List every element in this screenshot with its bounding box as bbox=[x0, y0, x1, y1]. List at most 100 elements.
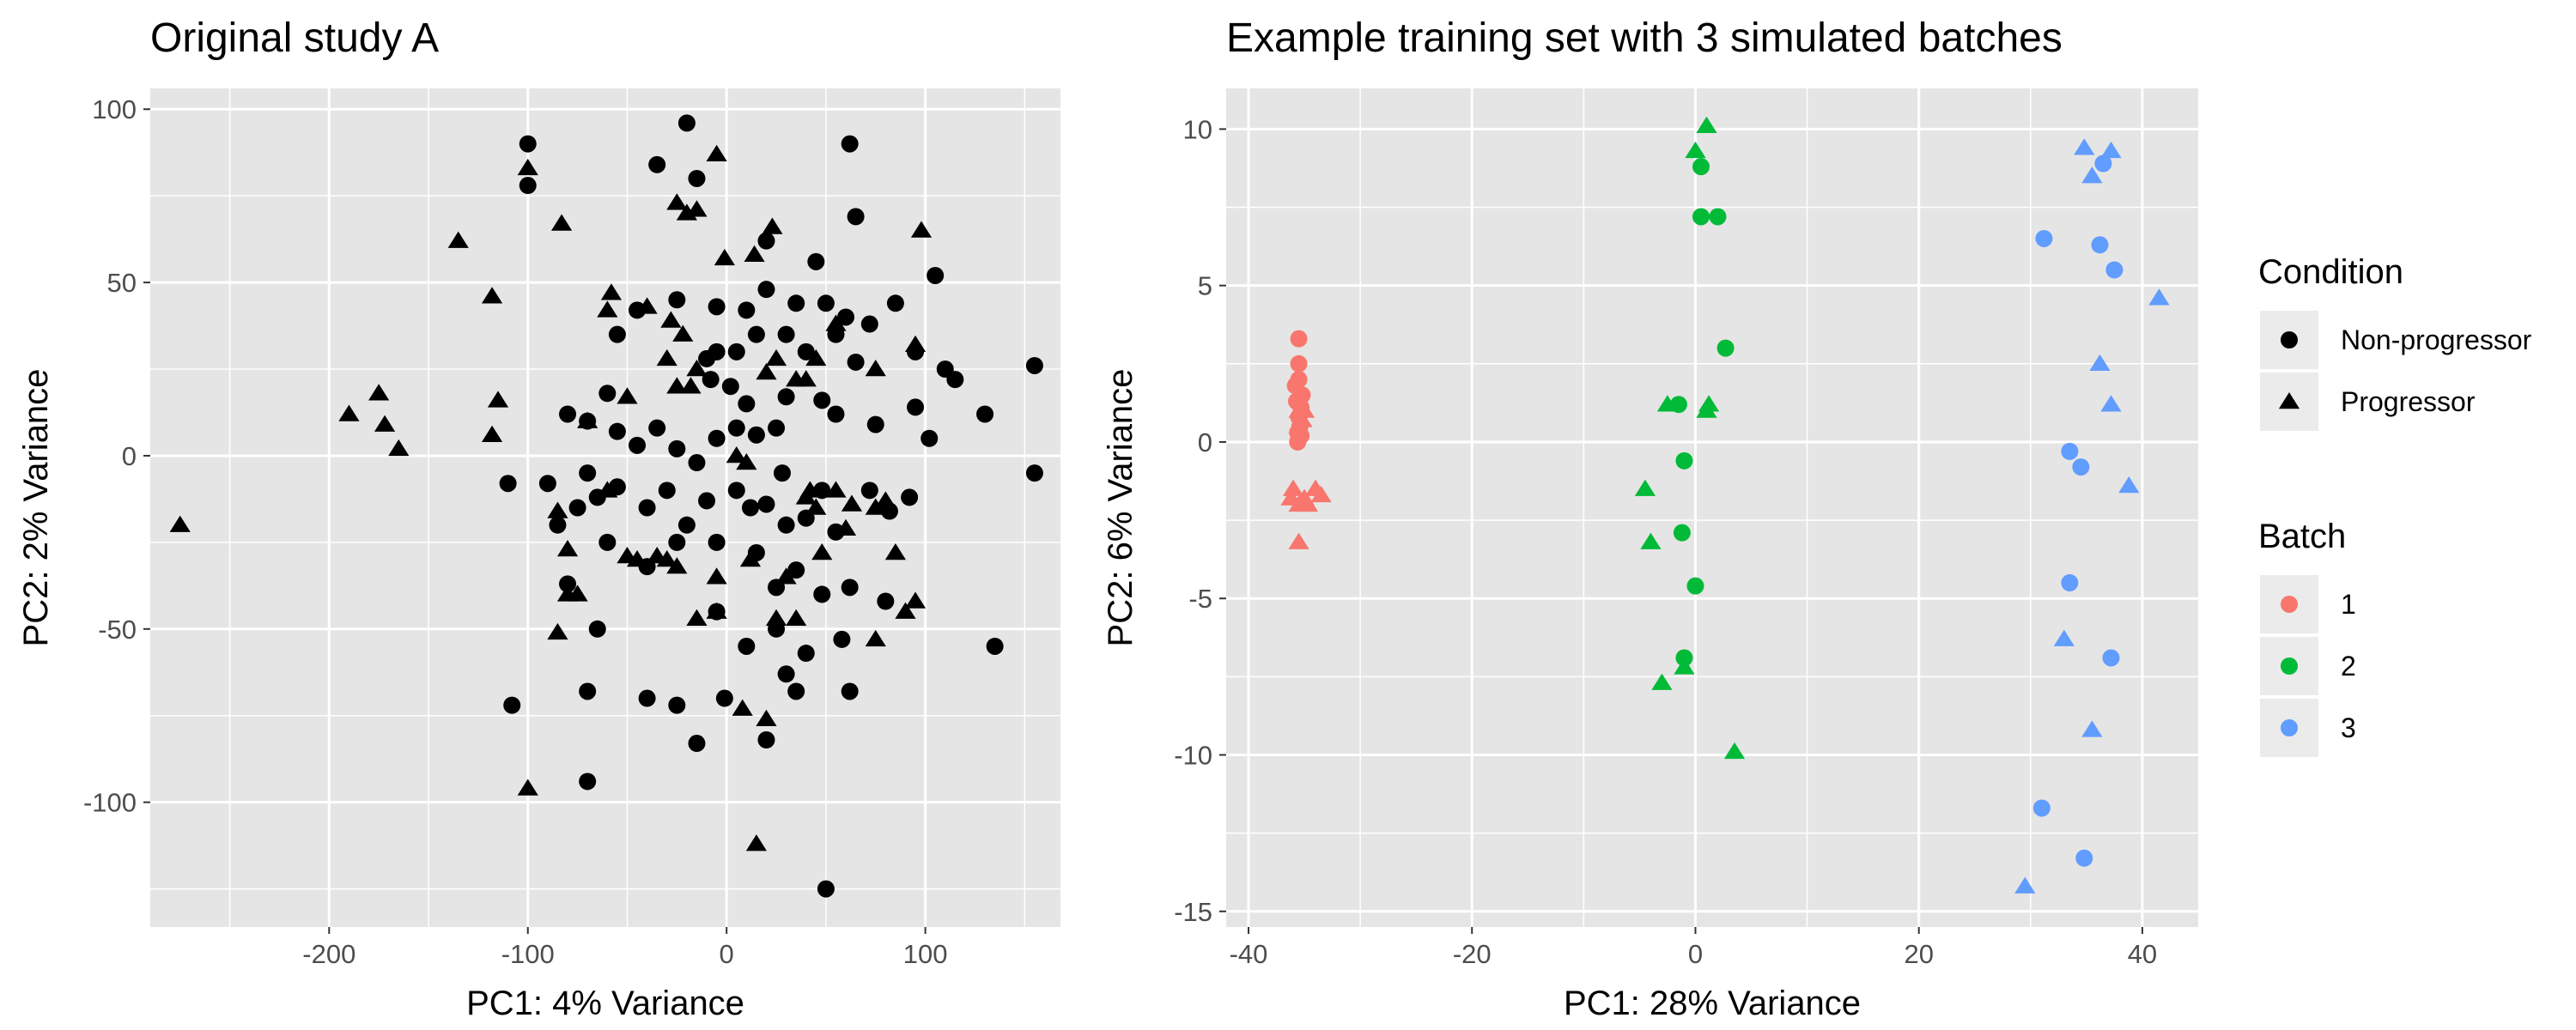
data-point bbox=[1025, 464, 1043, 482]
data-point bbox=[708, 429, 726, 447]
data-point bbox=[775, 567, 797, 585]
data-point bbox=[556, 539, 579, 557]
data-point bbox=[1634, 479, 1656, 496]
data-point bbox=[2072, 458, 2090, 476]
data-point bbox=[1692, 208, 1710, 226]
legend-key-symbol bbox=[2278, 392, 2300, 409]
chart-title: Original study A bbox=[150, 15, 439, 61]
data-point bbox=[597, 481, 618, 498]
data-point bbox=[2061, 573, 2079, 591]
data-point bbox=[1288, 416, 1309, 433]
data-point bbox=[519, 135, 537, 153]
x-tick-label: 0 bbox=[1688, 939, 1703, 969]
data-point bbox=[841, 135, 859, 153]
data-point bbox=[865, 629, 886, 647]
data-point bbox=[721, 378, 739, 396]
data-point bbox=[757, 495, 775, 513]
data-point bbox=[756, 709, 777, 727]
data-point bbox=[600, 283, 623, 300]
panel-2: -40 -20 0 20 40 -15 -10 -5 0 5 10 Example training … bbox=[1102, 15, 2198, 1022]
data-point bbox=[727, 482, 745, 500]
data-point bbox=[2094, 154, 2112, 173]
legend-label: 3 bbox=[2341, 712, 2356, 743]
data-point bbox=[556, 585, 579, 602]
data-point bbox=[547, 622, 568, 640]
y-tick-label: -100 bbox=[83, 788, 137, 818]
data-point bbox=[786, 609, 807, 626]
data-point bbox=[706, 144, 727, 161]
data-point bbox=[756, 363, 777, 380]
data-point bbox=[2091, 236, 2109, 254]
data-point bbox=[1290, 330, 1308, 348]
series-5 bbox=[2032, 154, 2123, 867]
data-point bbox=[907, 398, 925, 416]
data-point bbox=[904, 335, 927, 353]
data-point bbox=[813, 585, 831, 603]
data-point bbox=[668, 291, 686, 309]
legend-label: 2 bbox=[2341, 651, 2356, 682]
data-point bbox=[1289, 433, 1307, 451]
data-point bbox=[656, 348, 677, 367]
y-tick-label: -5 bbox=[1188, 584, 1212, 614]
data-point bbox=[762, 217, 783, 234]
data-point bbox=[895, 602, 916, 619]
data-point bbox=[1675, 451, 1693, 470]
data-point bbox=[946, 371, 964, 389]
data-point bbox=[169, 515, 191, 532]
data-point bbox=[1716, 339, 1735, 357]
data-point bbox=[568, 499, 586, 517]
data-point bbox=[626, 550, 648, 567]
chart-title: Example training set with 3 simulated ba… bbox=[1226, 15, 2063, 61]
data-point bbox=[835, 518, 857, 536]
data-point bbox=[688, 735, 706, 753]
data-point bbox=[668, 533, 686, 551]
plot-panel bbox=[1226, 88, 2198, 927]
data-point bbox=[886, 294, 904, 312]
series-1 bbox=[499, 114, 1043, 898]
data-point bbox=[773, 464, 791, 482]
data-point bbox=[986, 637, 1004, 655]
x-tick-label: -40 bbox=[1230, 939, 1268, 969]
data-point bbox=[598, 385, 617, 403]
data-point bbox=[865, 360, 886, 377]
data-point bbox=[884, 542, 907, 560]
data-point bbox=[2118, 476, 2140, 494]
data-point bbox=[638, 499, 656, 517]
data-point bbox=[487, 391, 509, 408]
data-point bbox=[1692, 158, 1710, 176]
data-point bbox=[503, 696, 521, 714]
legend-label: 1 bbox=[2341, 589, 2356, 620]
data-point bbox=[745, 834, 767, 851]
legend-key-symbol bbox=[2281, 657, 2298, 675]
data-point bbox=[865, 498, 886, 515]
data-point bbox=[1673, 524, 1691, 542]
series-6 bbox=[2014, 138, 2170, 894]
data-point bbox=[547, 501, 568, 518]
data-point bbox=[636, 297, 658, 314]
data-point bbox=[920, 429, 939, 447]
data-point bbox=[588, 620, 606, 638]
series-4 bbox=[1634, 116, 1746, 760]
data-point bbox=[559, 405, 577, 423]
data-point bbox=[841, 579, 859, 597]
x-tick-label: 100 bbox=[903, 939, 948, 969]
data-point bbox=[841, 494, 863, 512]
data-point bbox=[807, 252, 825, 270]
data-point bbox=[732, 699, 753, 716]
data-point bbox=[666, 193, 688, 210]
data-point bbox=[1685, 141, 1706, 159]
data-point bbox=[658, 482, 676, 500]
data-point bbox=[666, 377, 688, 394]
data-point bbox=[677, 516, 696, 534]
data-point bbox=[877, 592, 895, 610]
legend-title: Condition bbox=[2258, 253, 2403, 291]
data-point bbox=[757, 730, 775, 748]
data-point bbox=[727, 419, 745, 437]
data-point bbox=[757, 281, 775, 299]
data-point bbox=[374, 415, 396, 432]
x-tick-label: 20 bbox=[1904, 939, 1933, 969]
data-point bbox=[629, 436, 647, 454]
data-point bbox=[833, 630, 851, 648]
data-point bbox=[825, 314, 847, 331]
data-point bbox=[837, 308, 855, 326]
